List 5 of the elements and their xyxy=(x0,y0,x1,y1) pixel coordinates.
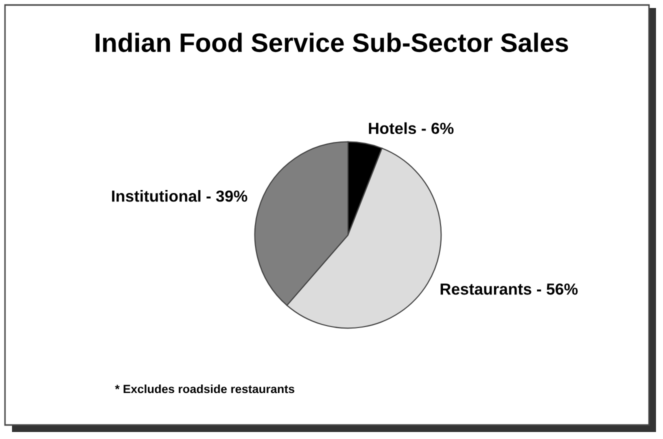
slice-label: Hotels - 6% xyxy=(368,122,454,134)
slice-label: Institutional - 39% xyxy=(112,190,248,202)
slice-label: Restaurants - 56% xyxy=(440,283,578,295)
chart-title: Indian Food Service Sub-Sector Sales xyxy=(96,32,568,52)
text: * Excludes roadside restaurants xyxy=(115,384,294,394)
